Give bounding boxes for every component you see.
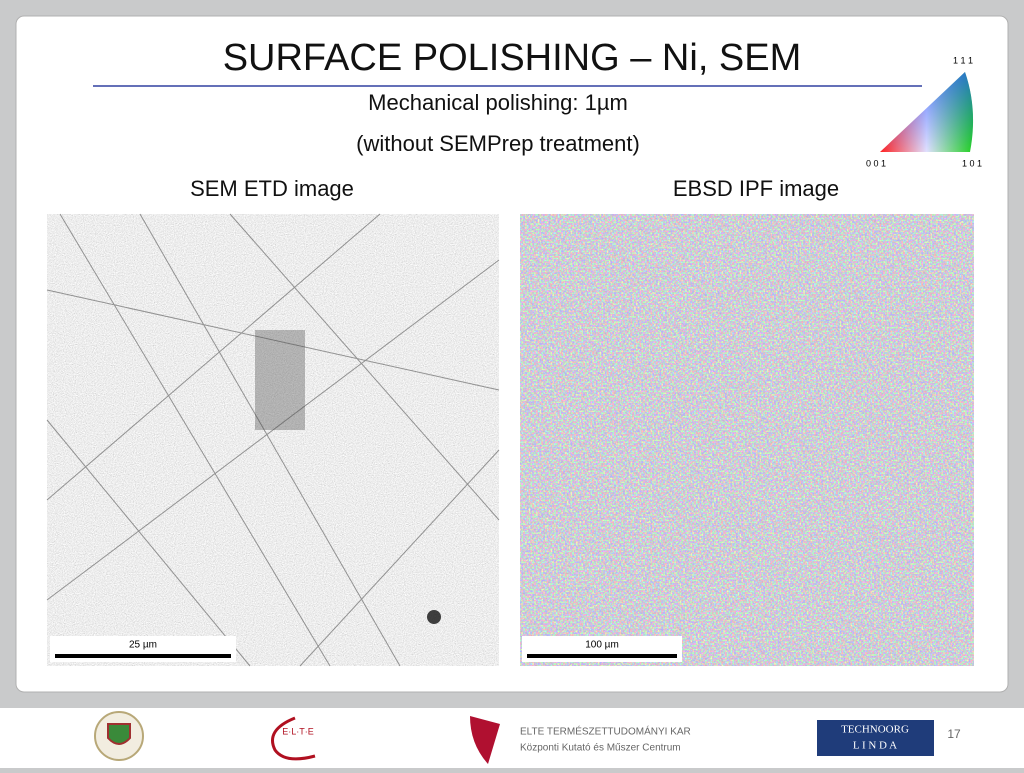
subtitle: Mechanical polishing: 1µm xyxy=(368,90,628,115)
scale-label: 25 µm xyxy=(129,640,157,651)
panel-label: SEM ETD image xyxy=(190,176,354,201)
panel-label: EBSD IPF image xyxy=(673,176,839,201)
scale-label: 100 µm xyxy=(585,640,619,651)
scale-bar xyxy=(55,654,231,658)
faculty: ELTE TERMÉSZETTUDOMÁNYI KAR xyxy=(520,725,691,738)
ipf-triangle-shade xyxy=(880,72,974,152)
ttk-logo: ELTE TERMÉSZETTUDOMÁNYI KAR Központi Kut… xyxy=(470,716,691,764)
dark-region xyxy=(255,330,305,430)
technoorg-logo: TECHNOORG L I N D A xyxy=(817,720,934,756)
scratches xyxy=(46,213,500,667)
crest-logo xyxy=(94,711,144,761)
linda: L I N D A xyxy=(853,740,897,752)
dark-spot xyxy=(427,610,441,624)
ebsd-texture xyxy=(520,214,974,666)
technoorg: TECHNOORG xyxy=(841,724,909,736)
title: SURFACE POLISHING – Ni, SEM xyxy=(223,37,802,79)
sem-texture xyxy=(47,214,499,666)
ipf-label: 0 0 1 xyxy=(866,158,886,168)
elte-logo: E·L·T·E xyxy=(271,716,316,761)
subtitle: (without SEMPrep treatment) xyxy=(356,131,640,156)
ipf-legend: 1 1 1 0 0 1 1 0 1 xyxy=(866,55,982,168)
ipf-label: 1 1 1 xyxy=(953,55,973,65)
elte-logo-text: E·L·T·E xyxy=(282,726,314,736)
scale-bar xyxy=(527,654,677,658)
sem-image: 25 µm xyxy=(46,213,500,667)
ebsd-image: 100 µm xyxy=(520,214,974,666)
page-number: 17 xyxy=(947,727,961,741)
centre: Központi Kutató és Műszer Centrum xyxy=(520,743,681,754)
ipf-label: 1 0 1 xyxy=(962,158,982,168)
